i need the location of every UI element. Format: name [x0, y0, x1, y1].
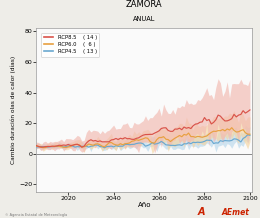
Text: ANUAL: ANUAL	[133, 16, 155, 22]
X-axis label: Año: Año	[138, 202, 151, 208]
Text: ZAMORA: ZAMORA	[126, 0, 162, 9]
Text: A: A	[198, 207, 205, 217]
Text: AEmet: AEmet	[222, 208, 250, 217]
Legend: RCP8.5    ( 14 ), RCP6.0    (  6 ), RCP4.5    ( 13 ): RCP8.5 ( 14 ), RCP6.0 ( 6 ), RCP4.5 ( 13…	[41, 33, 99, 57]
Text: © Agencia Estatal de Meteorología: © Agencia Estatal de Meteorología	[5, 213, 67, 217]
Y-axis label: Cambio duración olas de calor (días): Cambio duración olas de calor (días)	[11, 56, 16, 164]
